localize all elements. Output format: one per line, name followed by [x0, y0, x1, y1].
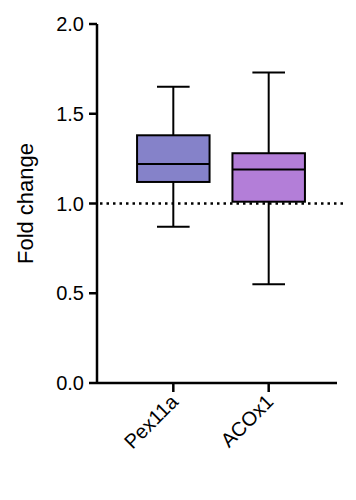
plot-area: [100, 72, 345, 284]
x-tick-label: ACOx1: [216, 390, 277, 451]
whisker-cap-upper: [157, 86, 190, 88]
median-line: [232, 168, 304, 170]
median-line: [137, 163, 209, 165]
box: [137, 135, 209, 182]
y-tick-label: 1.0: [56, 193, 84, 215]
y-tick: [89, 113, 97, 116]
whisker-lower: [172, 182, 174, 227]
y-tick-label: 2.0: [56, 13, 84, 35]
whisker-upper: [268, 72, 270, 153]
x-tick-label: Pex11a: [120, 390, 183, 453]
y-tick: [89, 202, 97, 205]
whisker-upper: [172, 87, 174, 135]
y-tick-label: 0.0: [56, 372, 84, 394]
x-tick: [267, 383, 270, 392]
y-tick: [89, 292, 97, 295]
chart-container: 0.0 0.5 1.0 1.5 2.0 Pex11a ACOx1 Fold change: [0, 0, 356, 500]
whisker-lower: [268, 202, 270, 285]
box-group: [232, 72, 304, 284]
whisker-cap-lower: [157, 226, 190, 228]
y-tick: [89, 382, 97, 385]
y-tick-label: 0.5: [56, 282, 84, 304]
y-axis-label: Fold change: [13, 143, 38, 264]
reference-line: [100, 202, 345, 205]
x-axis-line: [97, 382, 337, 385]
box-group: [137, 87, 209, 227]
x-tick: [172, 383, 175, 392]
whisker-cap-upper: [252, 71, 285, 73]
y-tick-label: 1.5: [56, 103, 84, 125]
box: [232, 153, 304, 201]
y-tick: [89, 23, 97, 26]
chart-svg: 0.0 0.5 1.0 1.5 2.0 Pex11a ACOx1 Fold change: [0, 0, 356, 500]
whisker-cap-lower: [252, 283, 285, 285]
